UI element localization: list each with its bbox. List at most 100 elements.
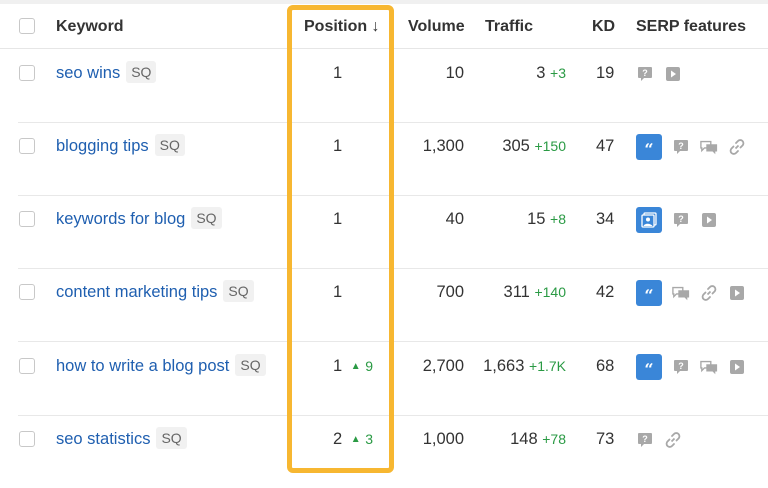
traffic-change: +3 <box>550 65 566 81</box>
header-volume[interactable]: Volume <box>408 18 465 35</box>
video-icon[interactable] <box>728 284 746 302</box>
keyword-text[interactable]: content marketing tips <box>56 283 218 301</box>
position-cell: 1 <box>333 64 342 83</box>
select-all-checkbox[interactable] <box>19 18 35 34</box>
header-traffic[interactable]: Traffic <box>485 18 534 35</box>
image-pack-icon[interactable] <box>636 207 662 233</box>
keyword-link[interactable]: content marketing tips SQ <box>56 278 286 306</box>
featured-snippet-icon[interactable]: “ <box>636 134 662 160</box>
traffic-value: 148 <box>510 430 538 448</box>
volume-cell: 1,000 <box>422 430 464 448</box>
position-value: 1 <box>333 283 343 301</box>
position-value: 1 <box>333 64 343 82</box>
keyword-text[interactable]: seo statistics <box>56 430 151 448</box>
traffic-change: +8 <box>550 211 566 227</box>
sq-badge[interactable]: SQ <box>235 354 266 376</box>
svg-text:“: “ <box>644 141 653 153</box>
traffic-change: +140 <box>534 284 566 300</box>
traffic-value: 311 <box>503 283 530 301</box>
traffic-change: +150 <box>534 138 566 154</box>
traffic-cell: 311 +140 <box>504 283 566 302</box>
header-keyword[interactable]: Keyword <box>56 18 124 35</box>
keyword-link[interactable]: keywords for blog SQ <box>56 205 286 233</box>
video-icon[interactable] <box>664 65 682 83</box>
svg-text:“: “ <box>644 287 653 299</box>
traffic-value: 305 <box>502 137 530 155</box>
question-icon[interactable]: ? <box>672 358 690 376</box>
svg-text:?: ? <box>642 434 648 444</box>
traffic-value: 3 <box>536 64 546 82</box>
video-icon[interactable] <box>728 358 746 376</box>
link-icon[interactable] <box>700 284 718 302</box>
keyword-text[interactable]: blogging tips <box>56 137 149 155</box>
row-checkbox[interactable] <box>19 431 35 447</box>
sq-badge[interactable]: SQ <box>191 207 222 229</box>
header-kd[interactable]: KD <box>592 18 616 35</box>
link-icon[interactable] <box>664 431 682 449</box>
position-change: 3 <box>365 431 374 447</box>
keyword-text[interactable]: seo wins <box>56 64 121 82</box>
keyword-link[interactable]: seo wins SQ <box>56 59 286 87</box>
keyword-text[interactable]: how to write a blog post <box>56 357 230 375</box>
table-row: keywords for blog SQ 1 40 15 +8 34? <box>0 195 768 268</box>
sq-badge[interactable]: SQ <box>126 61 157 83</box>
sq-badge[interactable]: SQ <box>156 427 187 449</box>
featured-snippet-icon[interactable]: “ <box>636 354 662 380</box>
svg-text:?: ? <box>678 214 684 224</box>
table-row: blogging tips SQ 1 1,300 305 +150 47 “? <box>0 122 768 195</box>
discussion-icon[interactable] <box>700 138 718 156</box>
position-value: 2 <box>333 430 343 448</box>
volume-cell: 10 <box>445 64 464 82</box>
keyword-link[interactable]: blogging tips SQ <box>56 132 286 160</box>
svg-text:?: ? <box>642 68 648 78</box>
question-icon[interactable]: ? <box>672 138 690 156</box>
table-header: Keyword Position ↓ Volume Traffic KD SER… <box>0 4 768 49</box>
svg-text:?: ? <box>678 141 684 151</box>
svg-text:“: “ <box>644 361 653 373</box>
keyword-link[interactable]: how to write a blog post SQ <box>56 352 286 380</box>
row-checkbox[interactable] <box>19 138 35 154</box>
serp-features-cell: ? <box>636 207 718 233</box>
position-cell: 1 <box>333 210 342 229</box>
traffic-cell: 3 +3 <box>536 64 566 83</box>
kd-cell: 34 <box>596 210 615 228</box>
serp-features-cell: “? <box>636 354 746 380</box>
table-row: seo statistics SQ 2 ▲ 3 1,000 148 +78 73? <box>0 415 768 488</box>
row-checkbox[interactable] <box>19 65 35 81</box>
traffic-cell: 148 +78 <box>510 430 566 449</box>
question-icon[interactable]: ? <box>672 211 690 229</box>
discussion-icon[interactable] <box>700 358 718 376</box>
serp-features-cell: “? <box>636 134 746 160</box>
row-checkbox[interactable] <box>19 211 35 227</box>
svg-text:?: ? <box>678 361 684 371</box>
question-icon[interactable]: ? <box>636 431 654 449</box>
position-value: 1 <box>333 357 343 375</box>
question-icon[interactable]: ? <box>636 65 654 83</box>
position-value: 1 <box>333 210 343 228</box>
position-value: 1 <box>333 137 343 155</box>
position-cell: 1 ▲ 9 <box>333 357 373 376</box>
sq-badge[interactable]: SQ <box>154 134 185 156</box>
traffic-value: 1,663 <box>483 357 525 375</box>
keyword-link[interactable]: seo statistics SQ <box>56 425 286 453</box>
position-up-arrow-icon: ▲ <box>350 434 361 445</box>
serp-features-cell: ? <box>636 427 682 453</box>
header-position[interactable]: Position ↓ <box>304 18 380 35</box>
featured-snippet-icon[interactable]: “ <box>636 280 662 306</box>
discussion-icon[interactable] <box>672 284 690 302</box>
link-icon[interactable] <box>728 138 746 156</box>
keyword-text[interactable]: keywords for blog <box>56 210 186 228</box>
sq-badge[interactable]: SQ <box>223 280 254 302</box>
video-icon[interactable] <box>700 211 718 229</box>
table-row: content marketing tips SQ 1 700 311 +140 42 “ <box>0 268 768 341</box>
row-checkbox[interactable] <box>19 358 35 374</box>
serp-features-cell: ? <box>636 61 682 87</box>
kd-cell: 68 <box>596 357 615 375</box>
traffic-change: +1.7K <box>529 358 566 374</box>
kd-cell: 42 <box>596 283 615 301</box>
header-serp-features[interactable]: SERP features <box>636 18 746 35</box>
table-row: seo wins SQ 1 10 3 +3 19? <box>0 49 768 122</box>
row-checkbox[interactable] <box>19 284 35 300</box>
traffic-value: 15 <box>527 210 546 228</box>
kd-cell: 73 <box>596 430 615 448</box>
